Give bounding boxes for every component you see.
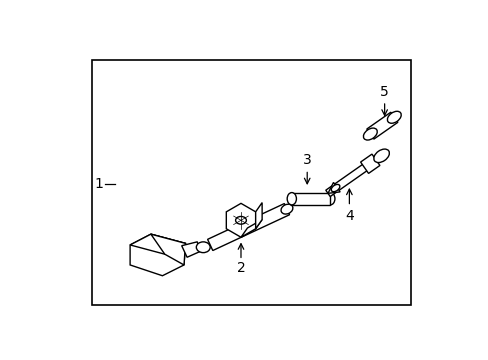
Ellipse shape [330,184,339,192]
Polygon shape [151,234,185,265]
Polygon shape [241,220,262,237]
Ellipse shape [373,149,388,163]
Text: 3: 3 [302,153,311,167]
Ellipse shape [286,193,296,205]
Text: 4: 4 [345,209,353,223]
Text: 2: 2 [236,261,245,275]
Text: 1: 1 [95,177,103,191]
Polygon shape [226,203,255,237]
Text: 5: 5 [380,85,388,99]
Polygon shape [182,242,201,257]
Ellipse shape [196,242,210,253]
Polygon shape [207,203,289,251]
Polygon shape [360,154,379,174]
Ellipse shape [386,111,401,123]
Ellipse shape [325,193,334,205]
Polygon shape [130,234,185,276]
Polygon shape [130,234,185,254]
Polygon shape [255,203,262,229]
Bar [91,60,410,305]
Ellipse shape [363,128,376,140]
Ellipse shape [281,204,292,214]
Polygon shape [366,112,397,139]
Polygon shape [291,193,329,205]
Ellipse shape [235,216,246,224]
Polygon shape [325,153,383,197]
Polygon shape [327,183,340,193]
